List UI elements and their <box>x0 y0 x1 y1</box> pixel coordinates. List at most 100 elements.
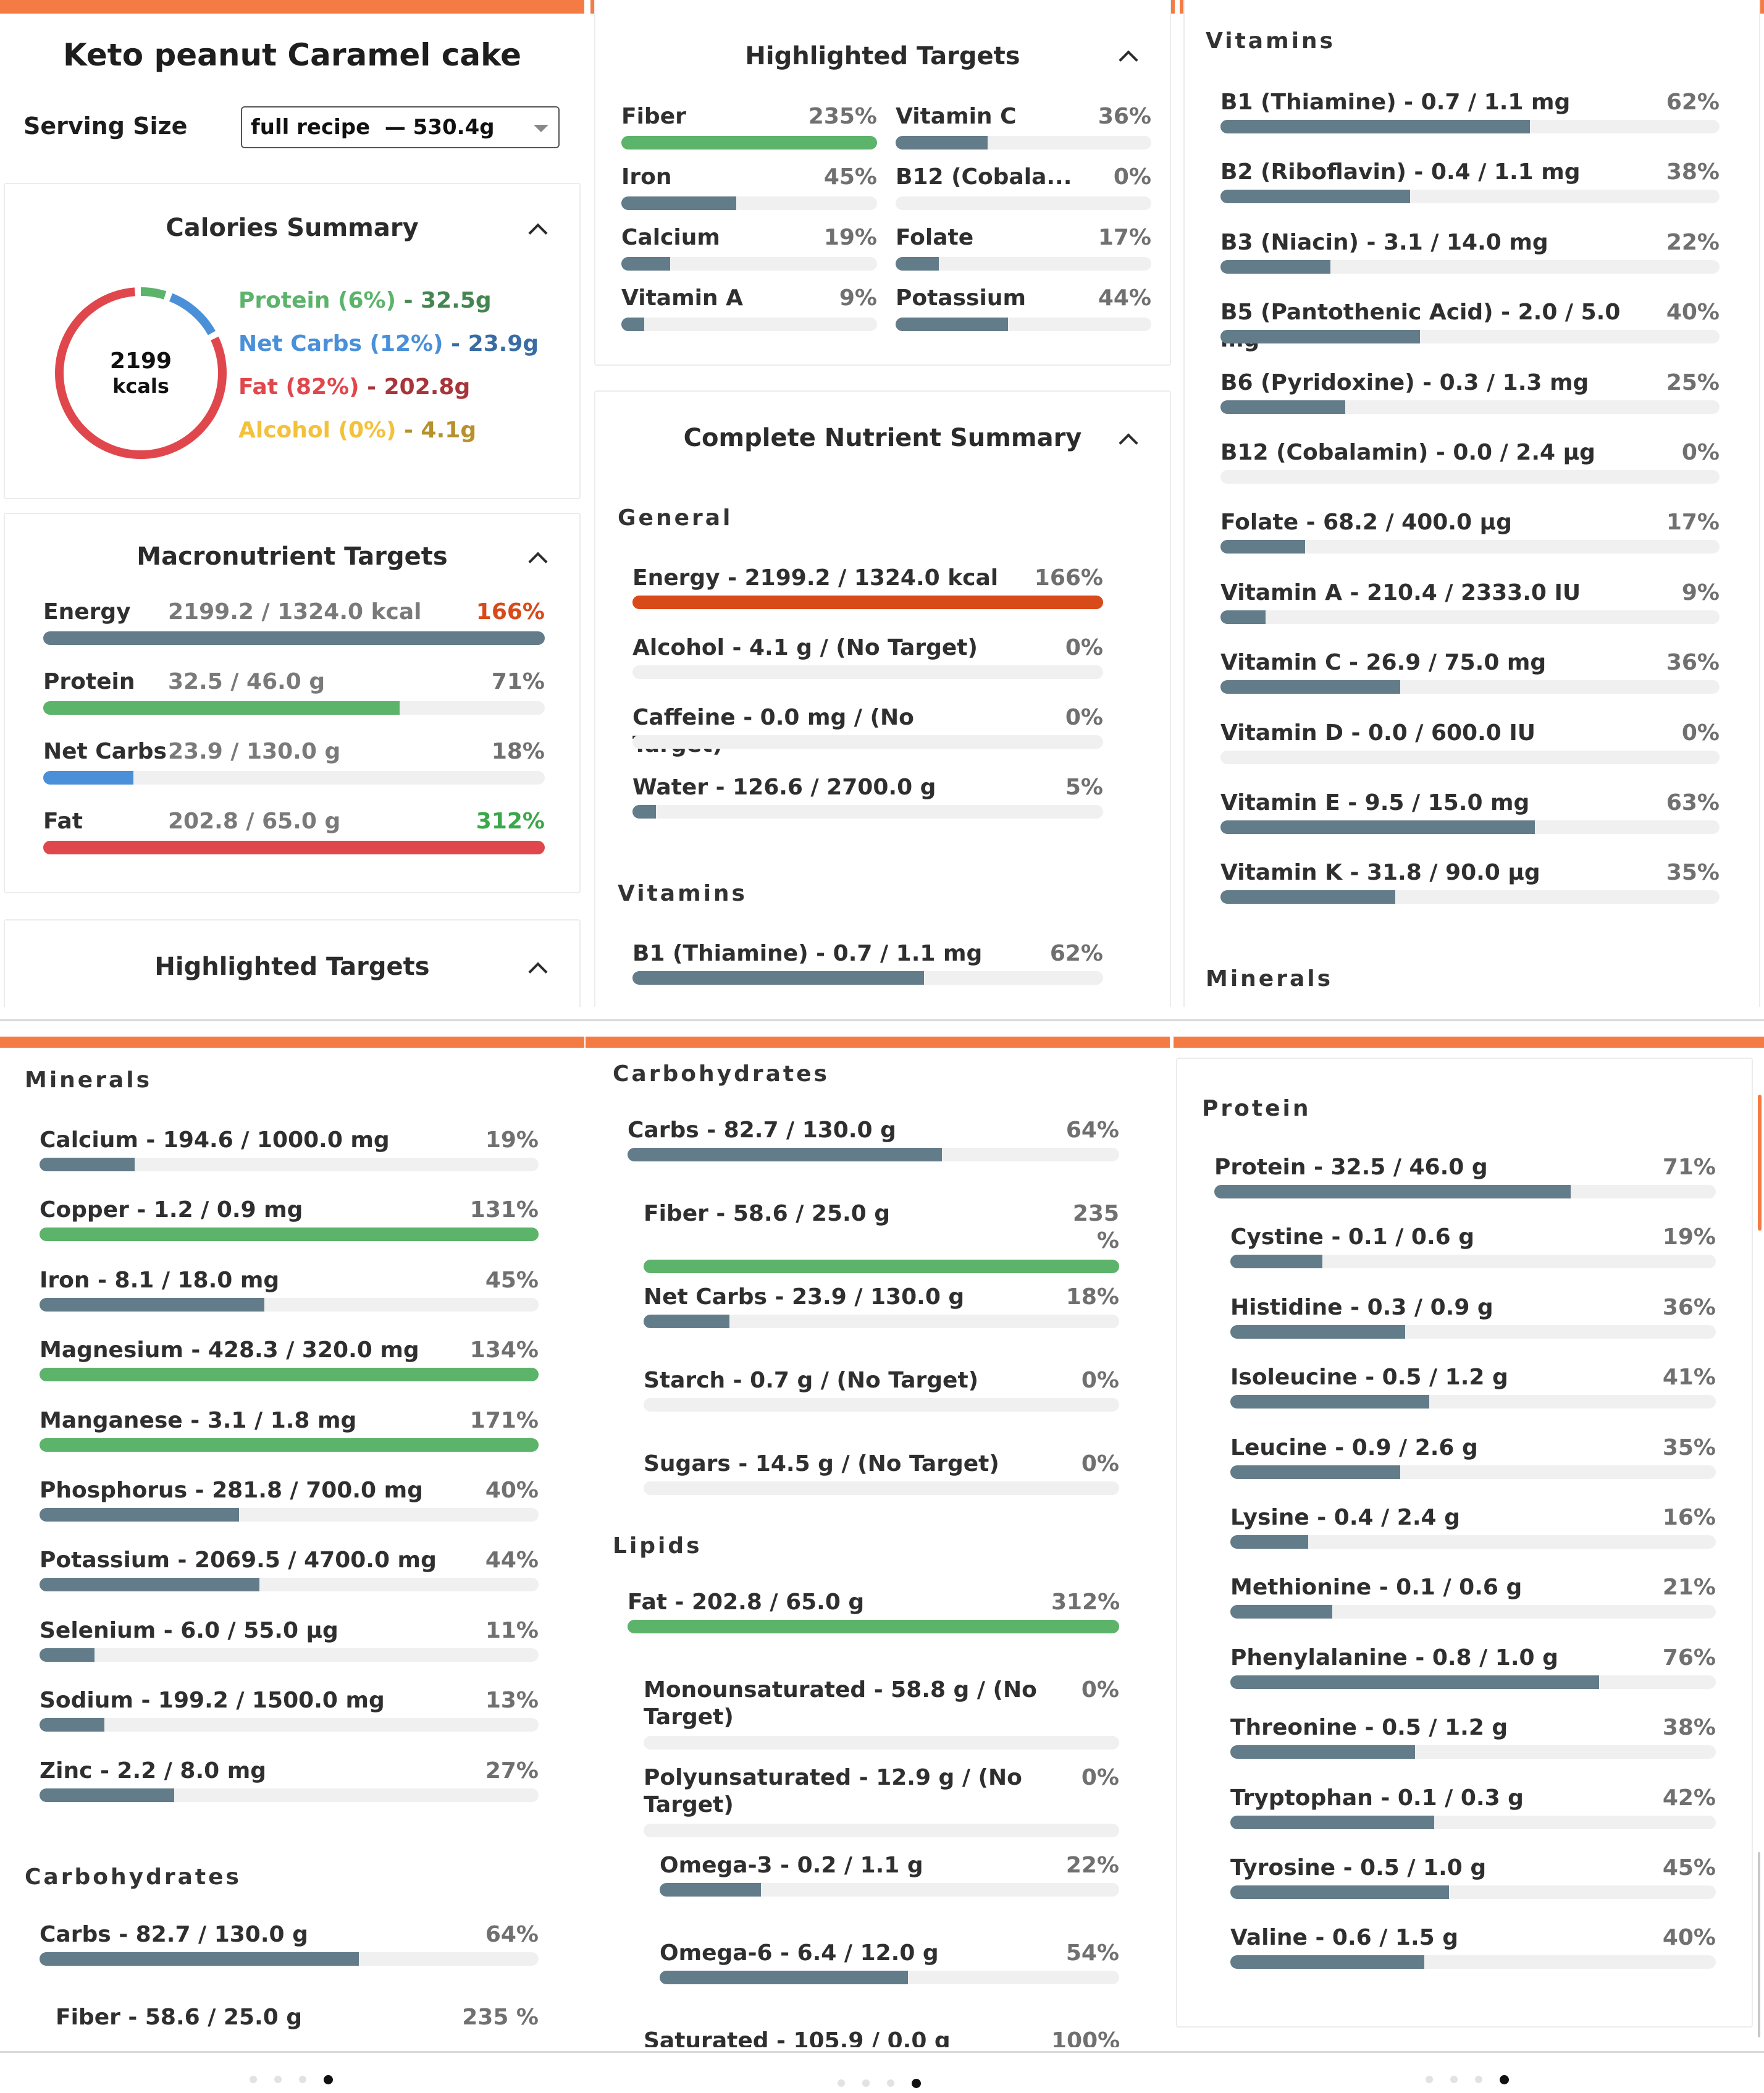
vitamins-card <box>1183 0 1760 1007</box>
nutrient-row[interactable]: Vitamin K - 31.8 / 90.0 µg 35% <box>1220 859 1720 929</box>
page-dot[interactable] <box>887 2079 894 2087</box>
page-dot[interactable] <box>1426 2076 1433 2083</box>
nutrient-row[interactable]: Phenylalanine - 0.8 / 1.0 g 76% <box>1230 1644 1716 1714</box>
nutrient-row[interactable]: Vitamin E - 9.5 / 15.0 mg 63% <box>1220 790 1720 859</box>
nutrient-percent: 76% <box>1662 1644 1716 1670</box>
nutrient-row[interactable]: Caffeine - 0.0 mg / (No Target) 0% <box>632 704 1103 774</box>
nutrient-row[interactable]: Magnesium - 428.3 / 320.0 mg 134% <box>40 1337 539 1407</box>
progress-track <box>1220 330 1720 344</box>
nutrient-row[interactable]: Selenium - 6.0 / 55.0 µg 11% <box>40 1617 539 1687</box>
nutrient-percent: 38% <box>1662 1715 1716 1741</box>
highlight-item[interactable]: Iron 45% <box>621 164 877 214</box>
nutrient-row[interactable]: Sodium - 199.2 / 1500.0 mg 13% <box>40 1687 539 1757</box>
nutrient-percent: 0% <box>1681 440 1720 465</box>
nutrient-row[interactable]: Tryptophan - 0.1 / 0.3 g 42% <box>1230 1785 1716 1855</box>
nutrient-label: Caffeine - 0.0 mg / (No Target) <box>632 705 914 757</box>
highlight-item[interactable]: B12 (Cobala... 0% <box>896 164 1151 214</box>
nutrient-row[interactable]: Fat - 202.8 / 65.0 g 312% <box>628 1589 1120 1677</box>
nutrient-row[interactable]: Iron - 8.1 / 18.0 mg 45% <box>40 1267 539 1337</box>
nutrient-row[interactable]: Potassium - 2069.5 / 4700.0 mg 44% <box>40 1547 539 1617</box>
nutrient-row[interactable]: Saturated - 105.9 / 0.0 g 100% <box>644 2028 1120 2047</box>
nutrient-row[interactable]: Phosphorus - 281.8 / 700.0 mg 40% <box>40 1477 539 1547</box>
nutrient-row[interactable]: Vitamin A - 210.4 / 2333.0 IU 9% <box>1220 579 1720 649</box>
page-dot[interactable] <box>324 2075 333 2084</box>
nutrient-row[interactable]: B5 (Pantothenic Acid) - 2.0 / 5.0 mg 40% <box>1220 299 1720 369</box>
nutrient-row[interactable]: Calcium - 194.6 / 1000.0 mg 19% <box>40 1127 539 1197</box>
macro-row[interactable]: Protein 32.5 / 46.0 g 71% <box>43 669 545 731</box>
nutrient-row[interactable]: Tyrosine - 0.5 / 1.0 g 45% <box>1230 1855 1716 1924</box>
nutrient-row[interactable]: Alcohol - 4.1 g / (No Target) 0% <box>632 634 1103 704</box>
progress-track <box>644 1315 1119 1328</box>
page-dot[interactable] <box>1450 2076 1458 2083</box>
nutrient-row[interactable]: B1 (Thiamine) - 0.7 / 1.1 mg 62% <box>632 940 1103 1007</box>
nutrient-row[interactable]: Vitamin D - 0.0 / 600.0 IU 0% <box>1220 720 1720 790</box>
nutrient-row[interactable]: Protein - 32.5 / 46.0 g 71% <box>1214 1154 1716 1224</box>
nutrient-row[interactable]: Methionine - 0.1 / 0.6 g 21% <box>1230 1574 1716 1644</box>
highlight-item[interactable]: Calcium 19% <box>621 225 877 274</box>
nutrient-row[interactable]: Omega-3 - 0.2 / 1.1 g 22% <box>660 1852 1119 1940</box>
nutrient-row[interactable]: Vitamin C - 26.9 / 75.0 mg 36% <box>1220 649 1720 719</box>
highlight-item[interactable]: Vitamin A 9% <box>621 285 877 335</box>
section-carbohydrates: Carbohydrates <box>613 1061 830 1087</box>
nutrient-row[interactable]: Energy - 2199.2 / 1324.0 kcal 166% <box>632 565 1103 634</box>
page-dot[interactable] <box>299 2076 306 2083</box>
nutrient-row[interactable]: Omega-6 - 6.4 / 12.0 g 54% <box>660 1940 1119 2028</box>
nutrient-label: Lysine - 0.4 / 2.4 g <box>1230 1505 1460 1530</box>
page-dot[interactable] <box>1500 2075 1509 2084</box>
calories-summary-card: Calories Summary 2199 kcals Protein (6%)… <box>4 183 581 499</box>
progress-fill <box>896 257 939 271</box>
nutrient-row[interactable]: Fiber - 58.6 / 25.0 g 235 % <box>56 2004 539 2047</box>
nutrient-row[interactable]: Water - 126.6 / 2700.0 g 5% <box>632 774 1103 844</box>
macro-row[interactable]: Energy 2199.2 / 1324.0 kcal 166% <box>43 599 545 661</box>
highlight-item[interactable]: Potassium 44% <box>896 285 1151 335</box>
scrollbar-thumb[interactable] <box>1758 1095 1762 1231</box>
nutrient-label: B1 (Thiamine) - 0.7 / 1.1 mg <box>1220 90 1571 115</box>
nutrient-row[interactable]: Copper - 1.2 / 0.9 mg 131% <box>40 1197 539 1266</box>
nutrient-row[interactable]: Leucine - 0.9 / 2.6 g 35% <box>1230 1434 1716 1504</box>
nutrient-row[interactable]: Folate - 68.2 / 400.0 µg 17% <box>1220 509 1720 579</box>
page-dot[interactable] <box>912 2079 921 2088</box>
highlight-item[interactable]: Fiber 235% <box>621 104 877 153</box>
nutrient-row[interactable]: B1 (Thiamine) - 0.7 / 1.1 mg 62% <box>1220 89 1720 159</box>
page-dot[interactable] <box>1475 2076 1482 2083</box>
macro-row[interactable]: Fat 202.8 / 65.0 g 312% <box>43 809 545 870</box>
page-dot[interactable] <box>862 2079 870 2087</box>
nutrient-row[interactable]: B6 (Pyridoxine) - 0.3 / 1.3 mg 25% <box>1220 369 1720 439</box>
nutrient-row[interactable]: B12 (Cobalamin) - 0.0 / 2.4 µg 0% <box>1220 439 1720 509</box>
page-indicator[interactable] <box>250 2075 336 2084</box>
nutrient-row[interactable]: Net Carbs - 23.9 / 130.0 g 18% <box>644 1284 1119 1367</box>
progress-fill <box>1220 120 1530 133</box>
page-dot[interactable] <box>250 2076 257 2083</box>
nutrient-percent: 21% <box>1662 1575 1716 1601</box>
nutrient-row[interactable]: Starch - 0.7 g / (No Target) 0% <box>644 1367 1119 1451</box>
macro-row[interactable]: Net Carbs 23.9 / 130.0 g 18% <box>43 739 545 801</box>
nutrient-row[interactable]: Histidine - 0.3 / 0.9 g 36% <box>1230 1294 1716 1364</box>
highlight-item[interactable]: Folate 17% <box>896 225 1151 274</box>
nutrient-row[interactable]: Monounsaturated - 58.8 g / (No Target) 0% <box>644 1677 1119 1764</box>
nutrient-row[interactable]: Cystine - 0.1 / 0.6 g 19% <box>1230 1224 1716 1294</box>
nutrient-row[interactable]: Isoleucine - 0.5 / 1.2 g 41% <box>1230 1364 1716 1434</box>
highlight-item[interactable]: Vitamin C 36% <box>896 104 1151 153</box>
nutrient-row[interactable]: Threonine - 0.5 / 1.2 g 38% <box>1230 1714 1716 1784</box>
nutrient-row[interactable]: Polyunsaturated - 12.9 g / (No Target) 0% <box>644 1764 1119 1852</box>
nutrient-row[interactable]: Carbs - 82.7 / 130.0 g 64% <box>40 1921 539 2004</box>
page-dot[interactable] <box>838 2079 845 2087</box>
serving-size-select[interactable]: full recipe — 530.4g <box>241 106 560 148</box>
scrollbar[interactable] <box>1758 1852 1760 2037</box>
nutrient-row[interactable]: Fiber - 58.6 / 25.0 g 235 % <box>644 1200 1119 1284</box>
nutrient-percent: 5% <box>1065 775 1103 800</box>
nutrient-row[interactable]: B3 (Niacin) - 3.1 / 14.0 mg 22% <box>1220 229 1720 299</box>
page-dot[interactable] <box>274 2076 282 2083</box>
page-indicator[interactable] <box>838 2079 924 2088</box>
progress-track <box>660 1883 1119 1897</box>
page-indicator[interactable] <box>1426 2075 1512 2084</box>
nutrient-row[interactable]: B2 (Riboflavin) - 0.4 / 1.1 mg 38% <box>1220 159 1720 229</box>
progress-track <box>1220 190 1720 204</box>
nutrient-row[interactable]: Zinc - 2.2 / 8.0 mg 27% <box>40 1758 539 1827</box>
nutrient-row[interactable]: Manganese - 3.1 / 1.8 mg 171% <box>40 1407 539 1477</box>
nutrient-row[interactable]: Valine - 0.6 / 1.5 g 40% <box>1230 1924 1716 1994</box>
nutrient-row[interactable]: Carbs - 82.7 / 130.0 g 64% <box>628 1117 1119 1200</box>
accent-bar <box>1174 1037 1764 1048</box>
nutrient-row[interactable]: Sugars - 14.5 g / (No Target) 0% <box>644 1451 1119 1534</box>
nutrient-row[interactable]: Lysine - 0.4 / 2.4 g 16% <box>1230 1504 1716 1574</box>
